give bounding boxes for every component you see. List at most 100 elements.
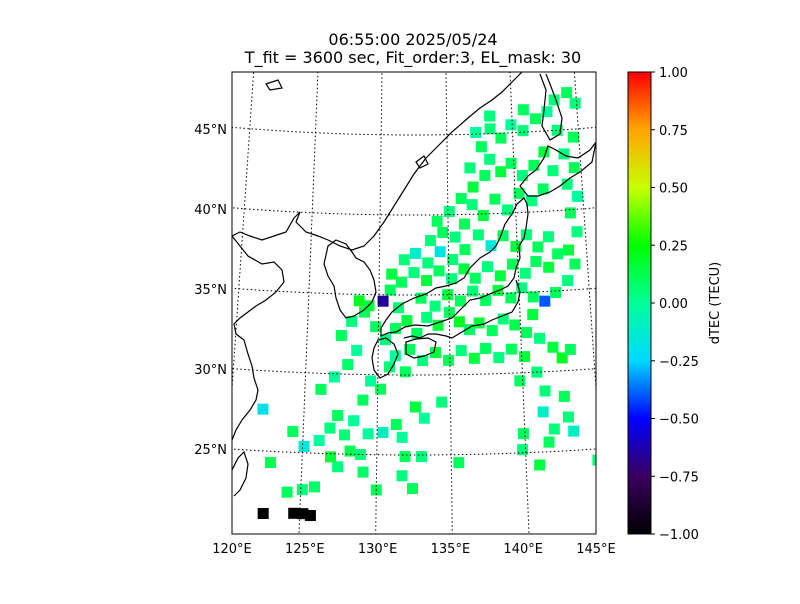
- data-point: [390, 323, 402, 335]
- data-point: [475, 141, 487, 153]
- data-point: [543, 261, 555, 273]
- data-point: [455, 193, 467, 205]
- data-point: [398, 254, 410, 266]
- data-point: [469, 272, 481, 284]
- data-point: [466, 199, 478, 211]
- data-point: [464, 162, 476, 174]
- data-point: [409, 247, 421, 259]
- data-point: [538, 146, 550, 158]
- data-point: [359, 306, 371, 318]
- colorbar-tick-label: 0.00: [659, 297, 688, 312]
- data-point: [497, 230, 509, 242]
- data-point: [547, 341, 559, 353]
- data-point: [384, 284, 396, 296]
- data-point: [527, 291, 539, 303]
- data-point: [541, 106, 553, 118]
- meridian-line: [375, 72, 383, 534]
- data-point: [377, 295, 389, 307]
- data-point: [477, 210, 489, 222]
- data-point: [437, 226, 449, 238]
- data-point: [495, 132, 507, 144]
- data-point: [443, 206, 455, 218]
- data-point: [296, 484, 308, 496]
- data-point: [537, 406, 549, 418]
- data-point: [562, 411, 574, 423]
- meridian-line: [445, 72, 453, 534]
- data-point: [548, 423, 560, 435]
- data-point: [446, 273, 458, 285]
- data-point: [467, 181, 479, 193]
- data-point: [342, 359, 354, 371]
- data-point: [484, 123, 496, 135]
- x-tick-label: 145°E: [576, 542, 616, 557]
- data-point: [348, 415, 360, 427]
- data-point: [509, 319, 521, 331]
- data-point: [454, 295, 466, 307]
- x-tick-label: 130°E: [358, 542, 398, 557]
- coastline-japan-honshu: [380, 197, 529, 337]
- meridian-line: [509, 72, 530, 534]
- data-point: [537, 183, 549, 195]
- y-tick-label: 40°N: [194, 203, 227, 218]
- coastline-korea: [323, 239, 377, 319]
- data-point: [534, 332, 546, 344]
- data-point: [520, 327, 532, 339]
- data-point: [408, 267, 420, 279]
- data-point: [539, 295, 551, 307]
- data-point: [434, 246, 446, 258]
- data-point: [530, 256, 542, 268]
- data-point: [510, 240, 522, 252]
- data-point: [564, 343, 576, 355]
- data-point: [534, 459, 546, 471]
- data-point: [470, 127, 482, 139]
- data-point: [418, 412, 430, 424]
- data-point: [455, 345, 467, 357]
- data-point: [561, 178, 573, 190]
- data-point: [324, 422, 336, 434]
- data-point: [520, 229, 532, 241]
- data-point: [473, 317, 485, 329]
- data-point: [519, 351, 531, 363]
- data-point: [517, 104, 529, 116]
- y-tick-label: 35°N: [194, 283, 227, 298]
- data-point: [401, 315, 413, 327]
- data-point: [568, 131, 580, 143]
- data-point: [528, 159, 540, 171]
- data-point: [481, 261, 493, 273]
- chart-title: 06:55:00 2025/05/24: [328, 30, 498, 49]
- x-tick-label: 120°E: [212, 542, 252, 557]
- x-tick-label: 135°E: [431, 542, 471, 557]
- data-point: [558, 390, 570, 402]
- data-point: [526, 195, 538, 207]
- y-tick-label: 25°N: [194, 443, 227, 458]
- data-point: [480, 294, 492, 306]
- data-point: [516, 282, 528, 294]
- data-point: [288, 507, 300, 519]
- data-point: [569, 97, 581, 109]
- data-point: [389, 350, 401, 362]
- data-point: [527, 309, 539, 321]
- data-point: [472, 229, 484, 241]
- data-point: [377, 426, 389, 438]
- data-point: [484, 153, 496, 165]
- data-point: [458, 263, 470, 275]
- data-point: [514, 375, 526, 387]
- data-point: [433, 265, 445, 277]
- data-point: [346, 315, 358, 327]
- data-point: [362, 428, 374, 440]
- data-point: [396, 470, 408, 482]
- data-point: [436, 396, 448, 408]
- colorbar-tick-label: −0.75: [659, 470, 699, 485]
- data-point: [406, 483, 418, 495]
- data-point: [530, 113, 542, 125]
- colorbar-tick-label: −0.25: [659, 355, 699, 370]
- data-point: [409, 401, 421, 413]
- data-point: [467, 285, 479, 297]
- parallel-line: [232, 207, 596, 216]
- graticule: [232, 72, 596, 534]
- data-point: [485, 240, 497, 252]
- data-point: [449, 231, 461, 243]
- x-tick-labels: 120°E 125°E 130°E 135°E 140°E 145°E: [212, 542, 616, 557]
